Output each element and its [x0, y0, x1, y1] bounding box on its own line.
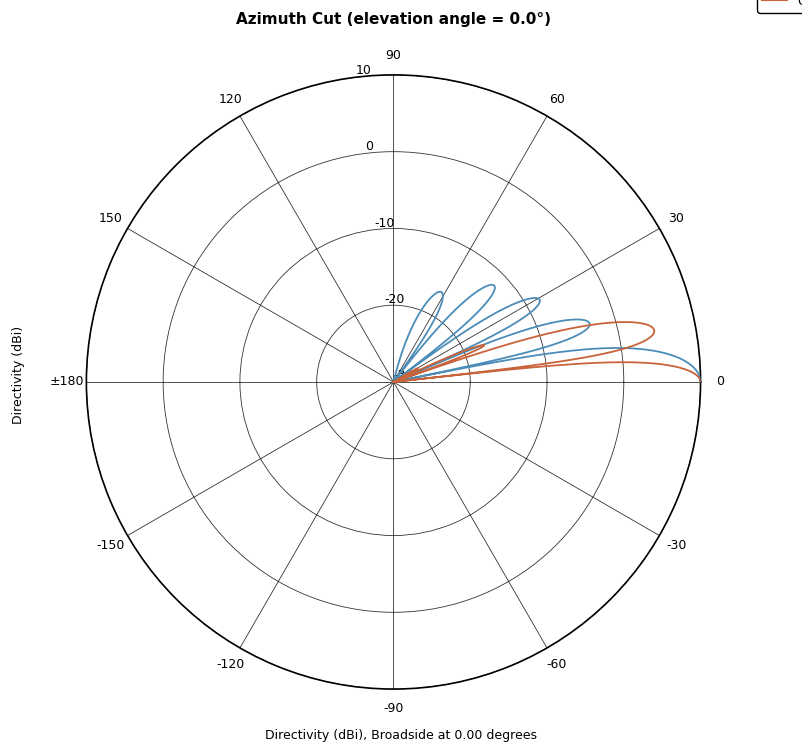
Text: Directivity (dBi), Broadside at 0.00 degrees: Directivity (dBi), Broadside at 0.00 deg…	[265, 729, 537, 742]
Text: Directivity (dBi): Directivity (dBi)	[12, 325, 25, 424]
Title: Azimuth Cut (elevation angle = 0.0°): Azimuth Cut (elevation angle = 0.0°)	[236, 12, 550, 27]
Legend: Initial, Optimized: Initial, Optimized	[756, 0, 802, 13]
